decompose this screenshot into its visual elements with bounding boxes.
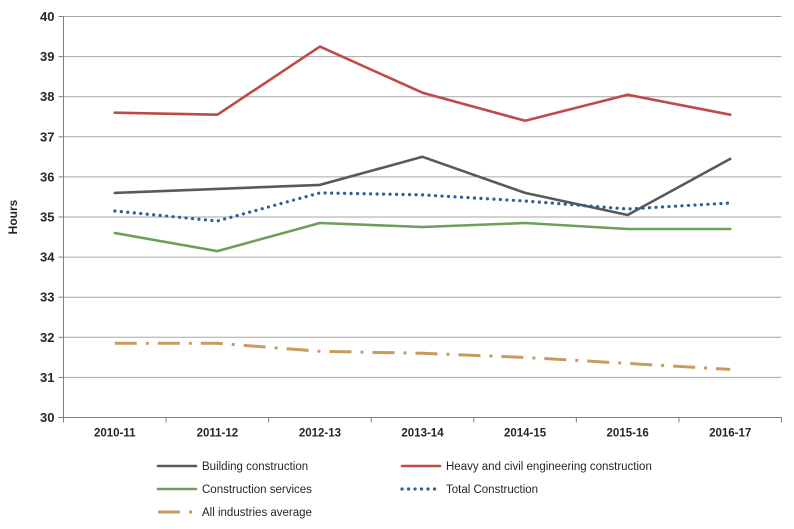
x-tick-label: 2016-17	[709, 428, 751, 440]
x-tick-label: 2013-14	[401, 428, 444, 440]
x-tick-label: 2012-13	[299, 428, 341, 440]
data-series	[113, 45, 732, 371]
legend-label: All industries average	[202, 507, 312, 519]
legend-item-all-industries-average: All industries average	[158, 507, 312, 519]
series-line-building-construction	[113, 155, 732, 217]
y-axis-title: Hours	[6, 199, 20, 234]
series-line-heavy-and-civil-engineering-construction	[113, 45, 732, 123]
y-tick-label: 39	[40, 49, 54, 64]
axis-labels: 30 31 32 33 34 35 36 37 38 39 40 2010-11 2011-12 2012…	[40, 9, 751, 440]
x-tick-label: 2010-11	[94, 428, 136, 440]
y-tick-label: 32	[40, 330, 54, 345]
y-tick-label: 35	[40, 210, 54, 225]
y-tick-label: 31	[40, 370, 54, 385]
y-tick-label: 40	[40, 9, 54, 24]
y-tick-label: 36	[40, 169, 54, 184]
legend-item-heavy-and-civil-engineering-construction: Heavy and civil engineering construction	[400, 461, 652, 473]
y-tick-label: 34	[40, 250, 55, 265]
legend-item-construction-services: Construction services	[156, 484, 312, 496]
legend-label: Building construction	[202, 461, 308, 473]
y-tick-label: 30	[40, 410, 54, 425]
y-tick-label: 38	[40, 89, 54, 104]
axes	[58, 16, 782, 423]
x-tick-label: 2015-16	[607, 428, 649, 440]
y-tick-label: 37	[40, 129, 54, 144]
legend-label: Heavy and civil engineering construction	[446, 461, 652, 473]
y-tick-label: 33	[40, 290, 54, 305]
x-tick-label: 2014-15	[504, 428, 547, 440]
legend-item-total-construction: Total Construction	[400, 484, 538, 496]
legend-item-building-construction: Building construction	[156, 461, 308, 473]
series-line-total-construction	[113, 191, 732, 223]
series-line-construction-services	[113, 221, 732, 253]
legend: Building construction Heavy and civil eng…	[156, 461, 652, 519]
series-line-all-industries-average	[114, 341, 731, 371]
gridlines	[63, 16, 782, 418]
legend-label: Total Construction	[446, 484, 538, 496]
legend-label: Construction services	[202, 484, 312, 496]
x-tick-label: 2011-12	[197, 428, 239, 440]
